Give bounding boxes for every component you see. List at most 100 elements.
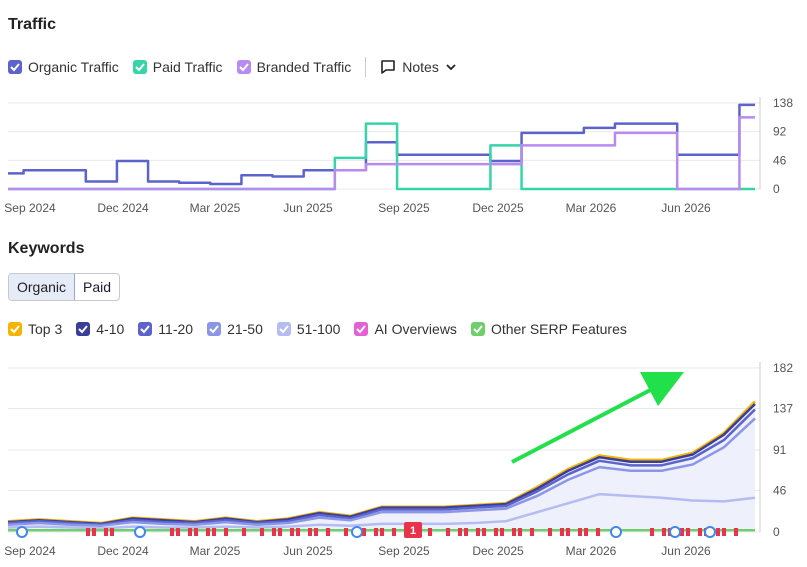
legend-11-20[interactable]: 11-20 bbox=[138, 321, 193, 337]
serp-marker[interactable] bbox=[296, 528, 300, 536]
google-update-icon[interactable] bbox=[16, 526, 28, 538]
keywords-tabs: Organic Paid bbox=[8, 273, 121, 301]
series-line-51-100[interactable] bbox=[7, 492, 756, 530]
serp-marker[interactable] bbox=[314, 528, 318, 536]
checkbox-icon[interactable] bbox=[132, 60, 147, 74]
legend-top-3[interactable]: Top 3 bbox=[8, 321, 62, 337]
traffic-chart[interactable]: 0 46 92 138 Sep 2024 Dec 2024 Mar 2025 Jun 2025… bbox=[0, 96, 807, 221]
tab-paid[interactable]: Paid bbox=[83, 279, 112, 295]
serp-marker[interactable] bbox=[212, 528, 216, 536]
serp-marker[interactable] bbox=[260, 528, 264, 536]
serp-marker[interactable] bbox=[680, 528, 684, 536]
annotation-arrow-head bbox=[640, 372, 684, 406]
google-update-icon[interactable] bbox=[134, 526, 146, 538]
checkbox-icon[interactable] bbox=[8, 60, 22, 74]
serp-marker[interactable] bbox=[326, 528, 330, 536]
x-tick-label: Mar 2026 bbox=[566, 544, 617, 558]
checkbox-icon[interactable] bbox=[276, 322, 291, 336]
legend-label: 4-10 bbox=[96, 321, 125, 337]
legend-label: Branded Traffic bbox=[256, 59, 352, 75]
series-line-21-50[interactable] bbox=[7, 417, 756, 527]
x-tick-label: Dec 2025 bbox=[472, 544, 524, 558]
serp-marker[interactable] bbox=[512, 528, 516, 536]
google-update-icon[interactable] bbox=[704, 526, 716, 538]
serp-marker[interactable] bbox=[734, 528, 738, 536]
checkbox-icon[interactable] bbox=[470, 322, 485, 336]
checkbox-icon[interactable] bbox=[207, 322, 222, 336]
serp-marker[interactable] bbox=[344, 528, 348, 536]
serp-badge[interactable] bbox=[404, 522, 422, 538]
serp-marker[interactable] bbox=[686, 528, 690, 536]
serp-marker[interactable] bbox=[518, 528, 522, 536]
serp-marker[interactable] bbox=[566, 528, 570, 536]
serp-marker[interactable] bbox=[584, 528, 588, 536]
series-line-4-10[interactable] bbox=[7, 403, 756, 526]
serp-marker[interactable] bbox=[380, 528, 384, 536]
legend-21-50[interactable]: 21-50 bbox=[207, 321, 263, 337]
serp-marker[interactable] bbox=[170, 528, 174, 536]
serp-marker[interactable] bbox=[476, 528, 480, 536]
serp-marker[interactable] bbox=[482, 528, 486, 536]
serp-marker[interactable] bbox=[374, 528, 378, 536]
serp-marker[interactable] bbox=[278, 528, 282, 536]
google-update-icon[interactable] bbox=[669, 526, 681, 538]
legend-ai-overviews[interactable]: AI Overviews bbox=[354, 321, 457, 337]
serp-marker[interactable] bbox=[362, 528, 366, 536]
checkbox-icon[interactable] bbox=[8, 322, 22, 336]
legend-4-10[interactable]: 4-10 bbox=[76, 321, 124, 337]
serp-marker[interactable] bbox=[446, 528, 450, 536]
serp-marker[interactable] bbox=[194, 528, 198, 536]
serp-marker[interactable] bbox=[548, 528, 552, 536]
serp-marker[interactable] bbox=[110, 528, 114, 536]
serp-marker[interactable] bbox=[722, 528, 726, 536]
serp-marker[interactable] bbox=[308, 528, 312, 536]
x-tick-label: Sep 2025 bbox=[378, 201, 430, 215]
serp-marker[interactable] bbox=[530, 528, 534, 536]
serp-marker[interactable] bbox=[86, 528, 90, 536]
serp-marker[interactable] bbox=[560, 528, 564, 536]
tab-organic[interactable]: Organic bbox=[9, 274, 76, 300]
serp-marker[interactable] bbox=[596, 528, 600, 536]
series-line-organic-traffic[interactable] bbox=[8, 103, 755, 186]
serp-marker[interactable] bbox=[176, 528, 180, 536]
legend-branded-traffic[interactable]: Branded Traffic bbox=[236, 59, 352, 75]
serp-marker[interactable] bbox=[206, 528, 210, 536]
serp-marker[interactable] bbox=[272, 528, 276, 536]
serp-marker[interactable] bbox=[698, 528, 702, 536]
checkbox-icon[interactable] bbox=[236, 60, 251, 74]
serp-marker[interactable] bbox=[104, 528, 108, 536]
serp-marker[interactable] bbox=[464, 528, 468, 536]
keywords-chart[interactable]: 0 46 91 137 182 Sep 2024 Dec 2024 Mar 2025 Jun 2… bbox=[0, 352, 807, 567]
series-line-branded-traffic[interactable] bbox=[8, 116, 755, 191]
legend-other-serp-features[interactable]: Other SERP Features bbox=[470, 321, 627, 337]
legend-paid-traffic[interactable]: Paid Traffic bbox=[132, 59, 223, 75]
x-tick-label: Sep 2025 bbox=[378, 544, 430, 558]
serp-marker[interactable] bbox=[662, 528, 666, 536]
serp-marker[interactable] bbox=[650, 528, 654, 536]
serp-marker[interactable] bbox=[242, 528, 246, 536]
serp-marker[interactable] bbox=[92, 528, 96, 536]
serp-marker[interactable] bbox=[392, 528, 396, 536]
serp-marker[interactable] bbox=[494, 528, 498, 536]
serp-marker[interactable] bbox=[224, 528, 228, 536]
legend-51-100[interactable]: 51-100 bbox=[276, 321, 340, 337]
checkbox-icon[interactable] bbox=[354, 322, 369, 336]
legend-label: Top 3 bbox=[28, 321, 63, 337]
notes-button[interactable]: Notes bbox=[380, 59, 457, 75]
x-tick-label: Jun 2025 bbox=[283, 544, 333, 558]
legend-organic-traffic[interactable]: Organic Traffic bbox=[8, 59, 119, 75]
serp-marker[interactable] bbox=[458, 528, 462, 536]
google-update-icon[interactable] bbox=[610, 526, 622, 538]
checkbox-icon[interactable] bbox=[138, 322, 153, 336]
y-tick-label: 91 bbox=[773, 443, 787, 457]
serp-marker[interactable] bbox=[716, 528, 720, 536]
traffic-legend: Organic Traffic Paid Traffic Branded Tra… bbox=[8, 57, 457, 77]
serp-marker[interactable] bbox=[578, 528, 582, 536]
series-line-11-20[interactable] bbox=[7, 408, 756, 527]
serp-marker[interactable] bbox=[188, 528, 192, 536]
checkbox-icon[interactable] bbox=[76, 322, 91, 336]
serp-marker[interactable] bbox=[290, 528, 294, 536]
serp-marker[interactable] bbox=[428, 528, 432, 536]
google-update-icon[interactable] bbox=[351, 526, 363, 538]
serp-marker[interactable] bbox=[500, 528, 504, 536]
